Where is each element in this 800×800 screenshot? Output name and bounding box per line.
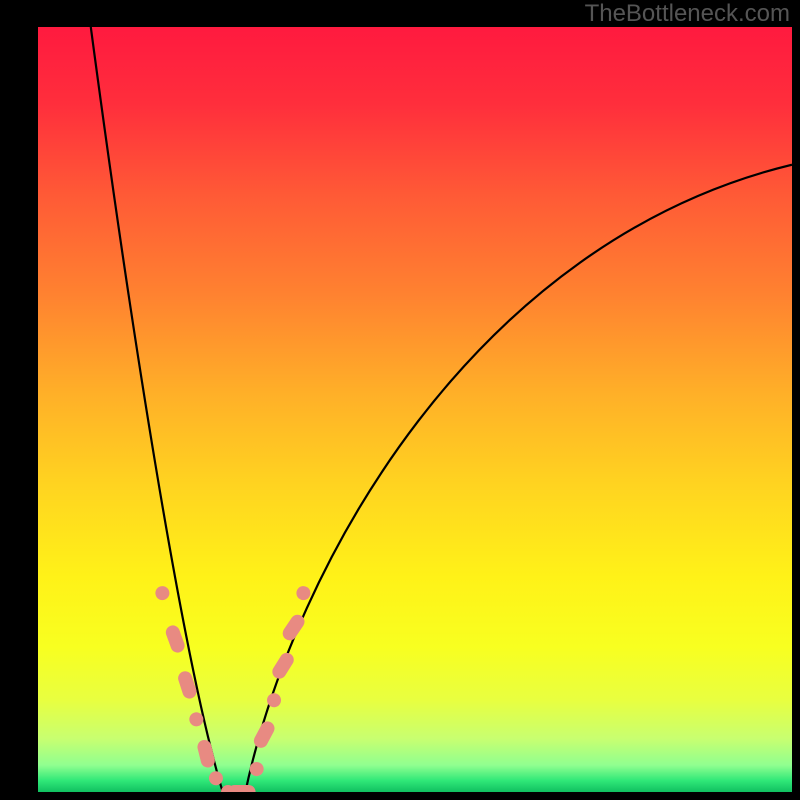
marker-point bbox=[228, 785, 256, 792]
plot-area bbox=[38, 27, 792, 792]
chart-svg bbox=[38, 27, 792, 792]
gradient-background bbox=[38, 27, 792, 792]
watermark-text: TheBottleneck.com bbox=[585, 0, 790, 28]
chart-stage: TheBottleneck.com bbox=[0, 0, 800, 800]
